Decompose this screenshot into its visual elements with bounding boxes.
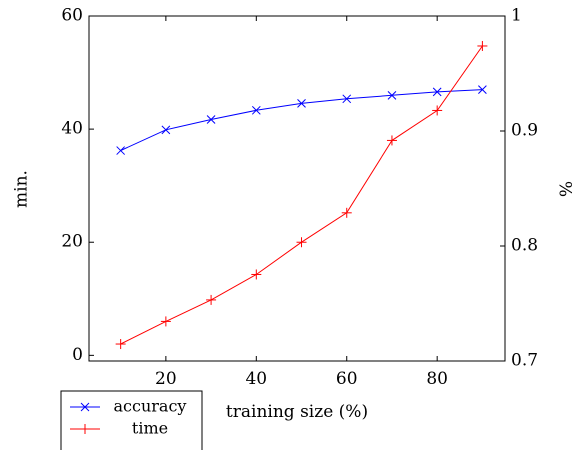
data-point-accuracy (116, 146, 126, 155)
y-right-tick-label: 0.9 (511, 121, 538, 141)
data-point-time (477, 40, 488, 51)
data-point-time (160, 316, 171, 327)
series-line-accuracy (120, 89, 483, 151)
y-left-axis-label: min. (12, 170, 32, 208)
plot-frame (88, 15, 506, 362)
data-point-time (206, 294, 217, 305)
data-point-time (386, 135, 397, 146)
y-right-tick-label: 1 (511, 6, 522, 26)
data-point-accuracy (387, 90, 397, 100)
data-point-accuracy (342, 94, 352, 104)
data-point-time (115, 339, 126, 350)
y-left-tick-label: 40 (61, 119, 83, 139)
y-left-tick-label: 0 (72, 345, 83, 365)
x-tick-label: 60 (336, 369, 358, 389)
data-point-accuracy (161, 125, 171, 135)
legend-label-time: time (132, 419, 168, 438)
x-tick-label: 80 (426, 369, 448, 389)
x-tick-label: 20 (155, 369, 177, 389)
legend-marker-accuracy (80, 402, 90, 412)
data-point-accuracy (297, 99, 306, 108)
data-point-time (296, 237, 307, 248)
y-right-tick-label: 0.8 (511, 236, 538, 256)
y-right-tick-label: 0.7 (511, 351, 538, 371)
legend-box (60, 390, 203, 450)
legend-marker-time (80, 424, 90, 434)
y-left-tick-label: 60 (61, 6, 83, 26)
data-point-time (251, 269, 262, 280)
legend: accuracy time (60, 390, 203, 450)
data-point-time (432, 105, 443, 116)
data-point-accuracy (251, 105, 261, 115)
plot-area: 20 40 60 80 0 20 40 60 0.7 0.8 0.9 1 (61, 6, 538, 390)
data-point-accuracy (206, 115, 216, 124)
data-point-time (341, 207, 352, 218)
x-tick-label: 40 (245, 369, 267, 389)
data-point-accuracy (432, 87, 442, 97)
legend-label-accuracy: accuracy (114, 397, 187, 416)
data-point-accuracy (478, 85, 487, 94)
y-left-tick-label: 20 (61, 232, 83, 252)
x-axis-label: training size (%) (226, 402, 368, 422)
series-line-time (120, 45, 483, 345)
y-right-axis-label: % (555, 181, 575, 197)
